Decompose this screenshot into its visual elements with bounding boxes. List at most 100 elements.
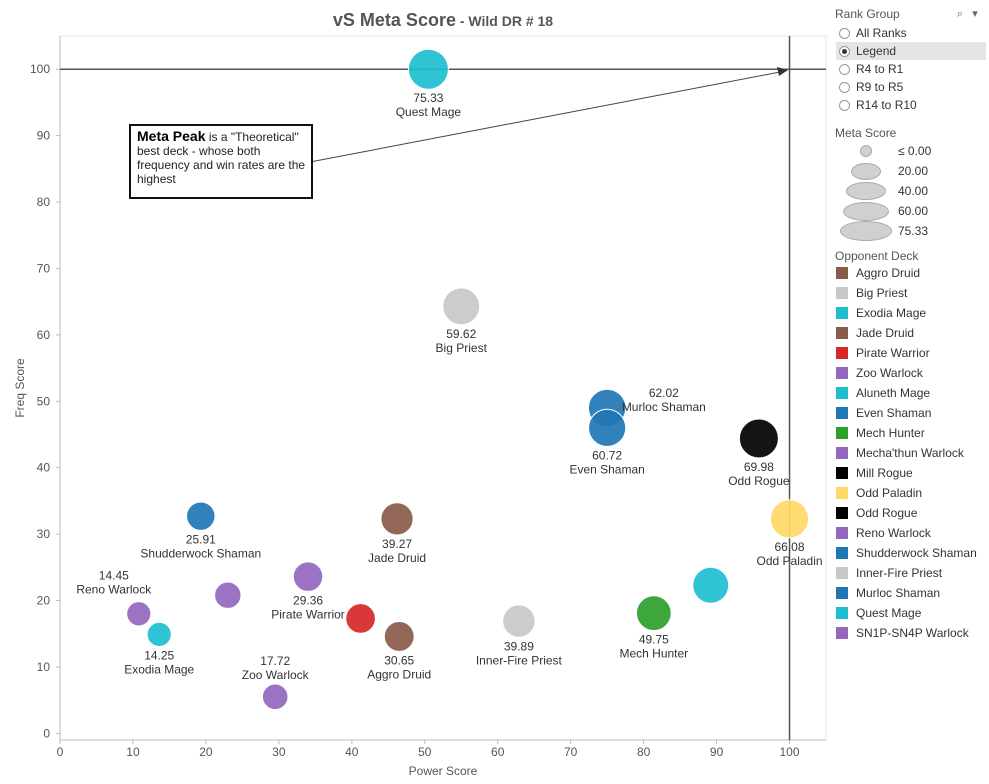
y-tick-label: 40 bbox=[37, 461, 51, 475]
legend-label: Quest Mage bbox=[856, 606, 922, 620]
annotation-arrow-line bbox=[309, 71, 781, 163]
bubble-odd-paladin bbox=[769, 499, 810, 539]
bubble-aggro-druid bbox=[383, 620, 415, 652]
rank-option[interactable]: R4 to R1 bbox=[836, 60, 986, 78]
size-legend-item: 75.33 bbox=[835, 221, 985, 241]
data-label-value: 30.65 bbox=[384, 653, 414, 667]
radio-icon[interactable] bbox=[839, 99, 850, 111]
legend-swatch bbox=[836, 527, 848, 539]
legend-item[interactable]: Mech Hunter bbox=[836, 424, 986, 442]
legend-item[interactable]: Mecha'thun Warlock bbox=[836, 444, 986, 462]
rank-option-label: R14 to R10 bbox=[856, 98, 917, 112]
legend-item[interactable]: Odd Rogue bbox=[836, 504, 986, 522]
x-axis-title: Power Score bbox=[409, 764, 478, 778]
x-tick-label: 60 bbox=[491, 745, 505, 759]
data-label-name: Odd Paladin bbox=[757, 554, 823, 568]
bubble-mech-hunter bbox=[635, 595, 672, 632]
legend-item[interactable]: Aluneth Mage bbox=[836, 384, 986, 402]
chart-title-main: vS Meta Score bbox=[332, 10, 456, 30]
size-circle-icon bbox=[843, 201, 889, 221]
legend-label: Odd Rogue bbox=[856, 506, 918, 520]
meta-score-title: Meta Score bbox=[835, 126, 897, 140]
legend-item[interactable]: Big Priest bbox=[836, 284, 986, 302]
rank-option[interactable]: R14 to R10 bbox=[836, 96, 986, 114]
bubble-even-shaman bbox=[588, 408, 627, 447]
legend-label: Mill Rogue bbox=[856, 466, 913, 480]
x-tick-label: 40 bbox=[345, 745, 359, 759]
data-label-name: Big Priest bbox=[436, 341, 488, 355]
rank-option[interactable]: R9 to R5 bbox=[836, 78, 986, 96]
bubble-odd-rogue bbox=[738, 418, 779, 459]
legend-swatch bbox=[836, 327, 848, 339]
data-label-value: 14.25 bbox=[144, 648, 174, 662]
rank-option[interactable]: All Ranks bbox=[836, 24, 986, 42]
legend-item[interactable]: Mill Rogue bbox=[836, 464, 986, 482]
data-label-name: Quest Mage bbox=[396, 105, 462, 119]
legend-label: Shudderwock Shaman bbox=[856, 546, 977, 560]
legend-item[interactable]: Reno Warlock bbox=[836, 524, 986, 542]
legend-swatch bbox=[836, 427, 848, 439]
legend-item[interactable]: Zoo Warlock bbox=[836, 364, 986, 382]
legend-label: Even Shaman bbox=[856, 406, 932, 420]
meta-peak-annotation: Meta Peak is a "Theoretical" best deck -… bbox=[129, 124, 313, 199]
legend-swatch bbox=[836, 267, 848, 279]
data-label-value: 29.36 bbox=[293, 593, 323, 607]
legend-swatch bbox=[836, 347, 848, 359]
legend-item[interactable]: Even Shaman bbox=[836, 404, 986, 422]
legend-swatch bbox=[836, 387, 848, 399]
bubble-sn1p-sn4p-warlock bbox=[261, 683, 289, 711]
legend-item[interactable]: Exodia Mage bbox=[836, 304, 986, 322]
data-label-value: 14.45 bbox=[99, 569, 129, 583]
legend-label: Inner-Fire Priest bbox=[856, 566, 943, 580]
radio-icon[interactable] bbox=[839, 81, 850, 93]
annotation-text: is a "Theoretical" best deck - whose bot… bbox=[137, 130, 306, 186]
data-label-name: Inner-Fire Priest bbox=[476, 653, 563, 667]
legend-item[interactable]: Inner-Fire Priest bbox=[836, 564, 986, 582]
rank-option[interactable]: Legend bbox=[836, 42, 986, 60]
data-label-value: 69.98 bbox=[744, 460, 774, 474]
legend-item[interactable]: Pirate Warrior bbox=[836, 344, 986, 362]
size-circle-icon bbox=[860, 145, 872, 157]
rank-group-controls[interactable]: ⌕ ▾ bbox=[957, 7, 978, 21]
x-tick-label: 70 bbox=[564, 745, 578, 759]
legend-item[interactable]: Murloc Shaman bbox=[836, 584, 986, 602]
rank-option-label: Legend bbox=[856, 44, 897, 58]
radio-icon[interactable] bbox=[839, 45, 850, 57]
legend-label: Zoo Warlock bbox=[856, 366, 923, 380]
bubble-reno-warlock bbox=[126, 601, 152, 627]
bubble-jade-druid bbox=[380, 502, 414, 536]
x-tick-label: 50 bbox=[418, 745, 432, 759]
y-axis-title: Freq Score bbox=[13, 358, 27, 418]
annotation-arrowhead bbox=[777, 67, 788, 76]
x-tick-label: 0 bbox=[57, 745, 64, 759]
search-icon[interactable]: ⌕ bbox=[957, 8, 964, 20]
legend-item[interactable]: Odd Paladin bbox=[836, 484, 986, 502]
bubble-inner-fire-priest bbox=[502, 604, 536, 638]
y-tick-label: 70 bbox=[37, 261, 51, 275]
legend-label: Mech Hunter bbox=[856, 426, 925, 440]
bubble-aluneth-mage bbox=[692, 566, 730, 604]
legend-item[interactable]: Aggro Druid bbox=[836, 264, 986, 282]
legend-item[interactable]: SN1P-SN4P Warlock bbox=[836, 624, 986, 642]
bubble-quest-mage bbox=[407, 48, 449, 90]
chart-canvas: 0 10 20 30 40 50 60 70 80 90 100 0 10 20 30 40 50 60 70 80 9… bbox=[13, 35, 827, 778]
data-label-value: 17.72 bbox=[260, 654, 290, 668]
legend-item[interactable]: Jade Druid bbox=[836, 324, 986, 342]
legend-label: Aluneth Mage bbox=[856, 386, 931, 400]
legend-swatch bbox=[836, 287, 848, 299]
legend-item[interactable]: Quest Mage bbox=[836, 604, 986, 622]
chevron-down-icon[interactable]: ▾ bbox=[972, 8, 978, 20]
legend-swatch bbox=[836, 627, 848, 639]
radio-icon[interactable] bbox=[839, 63, 850, 75]
legend-label: Jade Druid bbox=[856, 326, 915, 340]
rank-option-label: All Ranks bbox=[856, 26, 907, 40]
y-tick-label: 0 bbox=[43, 726, 50, 740]
size-legend-item: 20.00 bbox=[835, 161, 985, 181]
bubble-shudderwock-shaman bbox=[186, 501, 216, 531]
legend-item[interactable]: Shudderwock Shaman bbox=[836, 544, 986, 562]
y-tick-label: 10 bbox=[37, 660, 51, 674]
data-label-name: Odd Rogue bbox=[728, 474, 790, 488]
radio-icon[interactable] bbox=[839, 27, 850, 39]
size-legend-label: 75.33 bbox=[898, 224, 929, 238]
x-tick-label: 90 bbox=[710, 745, 724, 759]
